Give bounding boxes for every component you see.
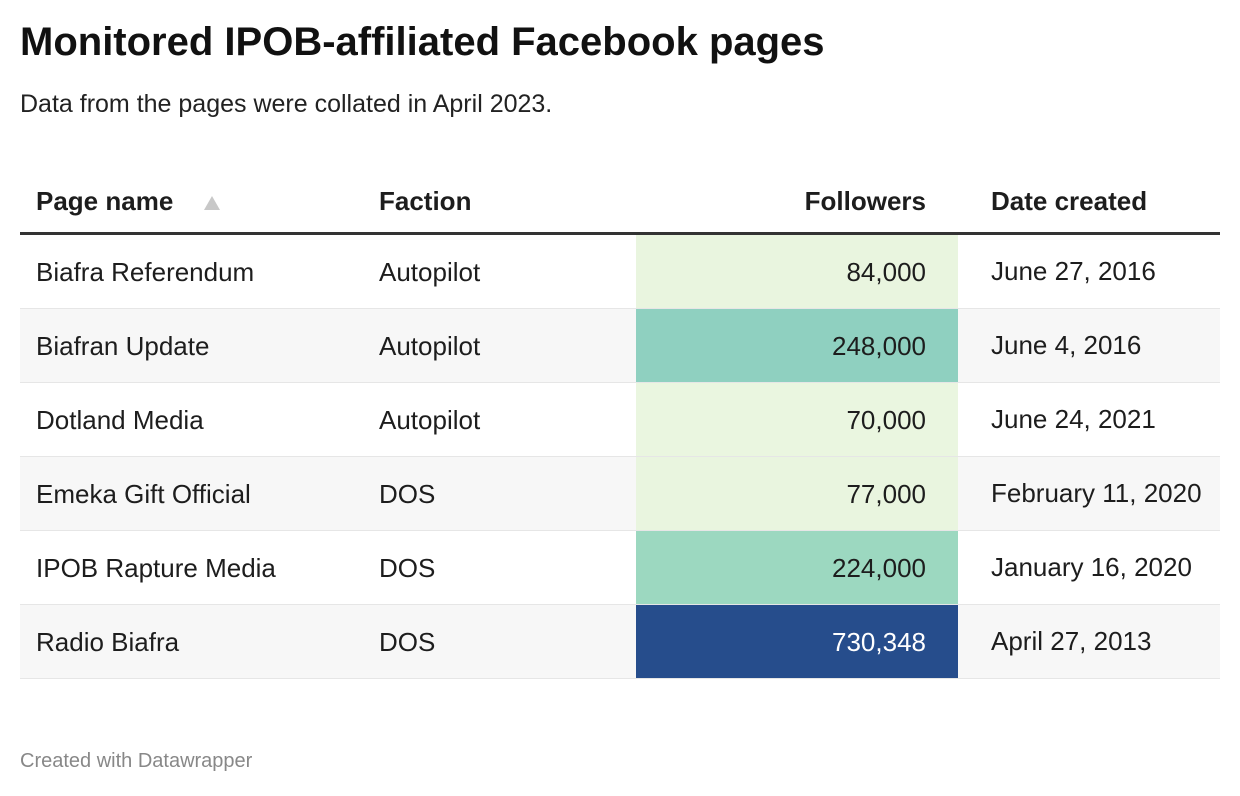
table-cell: June 24, 2021 <box>958 382 1220 457</box>
table-row: IPOB Rapture Media DOS 224,000 January 16, … <box>20 530 1220 605</box>
table-row: Biafra Referendum Autopilot 84,000 June 27,… <box>20 233 1220 309</box>
table-row: Biafran Update Autopilot 248,000 June 4, 20… <box>20 308 1220 383</box>
table-cell: Dotland Media <box>20 382 363 457</box>
table-cell: Biafra Referendum <box>20 233 363 309</box>
credit: Created with Datawrapper <box>20 750 253 772</box>
table-cell: 84,000 <box>636 233 958 309</box>
table-cell: February 11, 2020 <box>958 456 1220 531</box>
data-table: Page name Faction Followers Date created Bi… <box>20 170 1220 679</box>
table-cell: Radio Biafra <box>20 604 363 679</box>
table-cell: April 27, 2013 <box>958 604 1220 679</box>
table-cell: DOS <box>363 456 636 531</box>
header-row: Page name Faction Followers Date created <box>20 170 1220 235</box>
column-header[interactable]: Followers <box>636 170 958 235</box>
column-header[interactable]: Faction <box>363 170 636 235</box>
table-cell: Autopilot <box>363 382 636 457</box>
table-cell: IPOB Rapture Media <box>20 530 363 605</box>
table-cell: DOS <box>363 604 636 679</box>
table-cell: 248,000 <box>636 308 958 383</box>
sort-icon <box>204 195 221 210</box>
column-header-text: Date created <box>991 185 1148 216</box>
table-cell: 77,000 <box>636 456 958 531</box>
table-cell: Autopilot <box>363 308 636 383</box>
table-cell: January 16, 2020 <box>958 530 1220 605</box>
sort-arrow <box>204 195 221 210</box>
table-cell: June 4, 2016 <box>958 308 1220 383</box>
column-header[interactable]: Date created <box>958 170 1220 235</box>
column-header[interactable]: Page name <box>20 170 363 235</box>
title: Monitored IPOB-affiliated Facebook pages <box>20 20 825 64</box>
table-cell: 70,000 <box>636 382 958 457</box>
table-cell: June 27, 2016 <box>958 233 1220 309</box>
table-cell: 730,348 <box>636 604 958 679</box>
column-header-text: Page name <box>36 185 174 216</box>
column-header-text: Faction <box>379 185 472 216</box>
table-cell: 224,000 <box>636 530 958 605</box>
table-cell: Autopilot <box>363 233 636 309</box>
table-row: Emeka Gift Official DOS 77,000 February 11,… <box>20 456 1220 531</box>
table-row: Dotland Media Autopilot 70,000 June 24, 202… <box>20 382 1220 457</box>
table-cell: DOS <box>363 530 636 605</box>
table-cell: Emeka Gift Official <box>20 456 363 531</box>
table-cell: Biafran Update <box>20 308 363 383</box>
subtitle: Data from the pages were collated in Apr… <box>20 90 553 118</box>
table-row: Radio Biafra DOS 730,348 April 27, 2013 <box>20 604 1220 679</box>
column-header-text: Followers <box>804 185 926 216</box>
